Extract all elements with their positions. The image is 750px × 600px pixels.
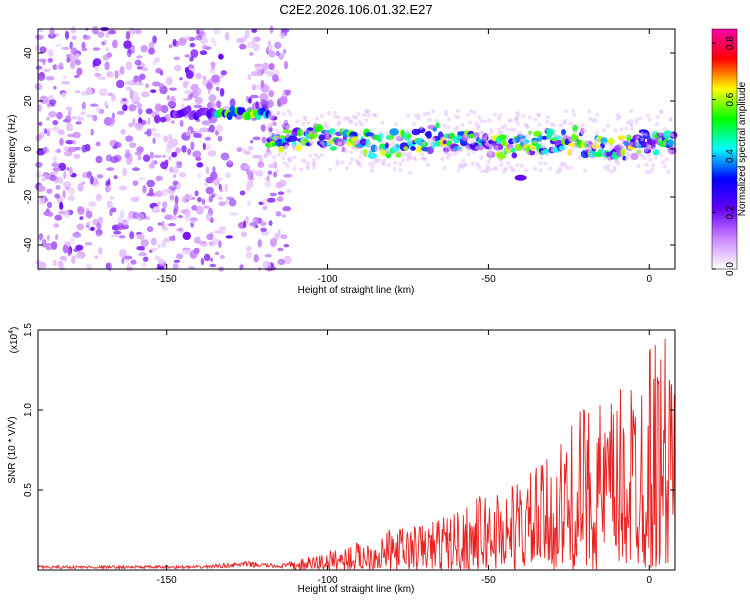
- spectrogram-xtick-label: -50: [481, 274, 496, 285]
- chart-title: C2E2.2026.106.01.32.E27: [279, 2, 432, 17]
- spectrogram-ytick-label: 0: [23, 146, 34, 152]
- spectrogram-ytick-label: 40: [23, 47, 34, 59]
- colorbar-tick-label: 0.6: [725, 92, 736, 106]
- snr-ytick-label: 1.5: [23, 323, 34, 337]
- colorbar-gradient: [712, 29, 737, 269]
- snr-xtick-label: 0: [646, 575, 652, 586]
- spectrogram-xtick-label: 0: [646, 274, 652, 285]
- spectrogram-image: [34, 25, 678, 273]
- colorbar-frame: [711, 28, 738, 270]
- colorbar-tick-label: 0.2: [725, 205, 736, 219]
- spectrogram-panel: -150 -100 -50 0 -40 -20 0 20 40 Height of straig…: [7, 25, 678, 296]
- colorbar-ticks: 0.0 0.2 0.4 0.6 0.8: [712, 36, 736, 276]
- snr-xtick-label: -50: [481, 575, 496, 586]
- snr-ticks: -150 -100 -50 0 0.5 1.0 1.5: [23, 323, 675, 586]
- snr-ylabel: SNR (10 * V/V): [7, 416, 18, 483]
- spectrogram-ticks: -150 -100 -50 0 -40 -20 0 20 40: [23, 29, 675, 285]
- snr-multiplier: (x104): [8, 327, 20, 354]
- spectrogram-xtick-label: -150: [157, 274, 177, 285]
- snr-frame: [37, 329, 676, 571]
- colorbar-tick-label: 0.4: [725, 149, 736, 163]
- snr-plot-area: [38, 330, 675, 570]
- snr-xtick-label: -100: [318, 575, 338, 586]
- colorbar-tick-label: 0.8: [725, 36, 736, 50]
- spectrogram-ytick-label: -20: [23, 189, 34, 204]
- colorbar-label: Normalized spectral amplitude: [737, 81, 748, 216]
- snr-xlabel: Height of straight line (km): [298, 584, 415, 595]
- snr-ytick-label: 0.5: [23, 483, 34, 497]
- spectrogram-ytick-label: -40: [23, 237, 34, 252]
- snr-panel: -150 -100 -50 0 0.5 1.0 1.5 Height of straight…: [7, 323, 676, 595]
- spectrogram-ytick-label: 20: [23, 95, 34, 107]
- snr-series-line: [38, 338, 675, 570]
- colorbar-tick-label: 0.0: [725, 262, 736, 276]
- spectrogram-xlabel: Height of straight line (km): [298, 285, 415, 296]
- spectrogram-ylabel: Frequency (Hz): [7, 115, 18, 184]
- snr-xtick-label: -150: [157, 575, 177, 586]
- colorbar: 0.0 0.2 0.4 0.6 0.8 Normalized spectral ampl…: [711, 28, 748, 276]
- snr-ytick-label: 1.0: [23, 403, 34, 417]
- spectrogram-xtick-label: -100: [318, 274, 338, 285]
